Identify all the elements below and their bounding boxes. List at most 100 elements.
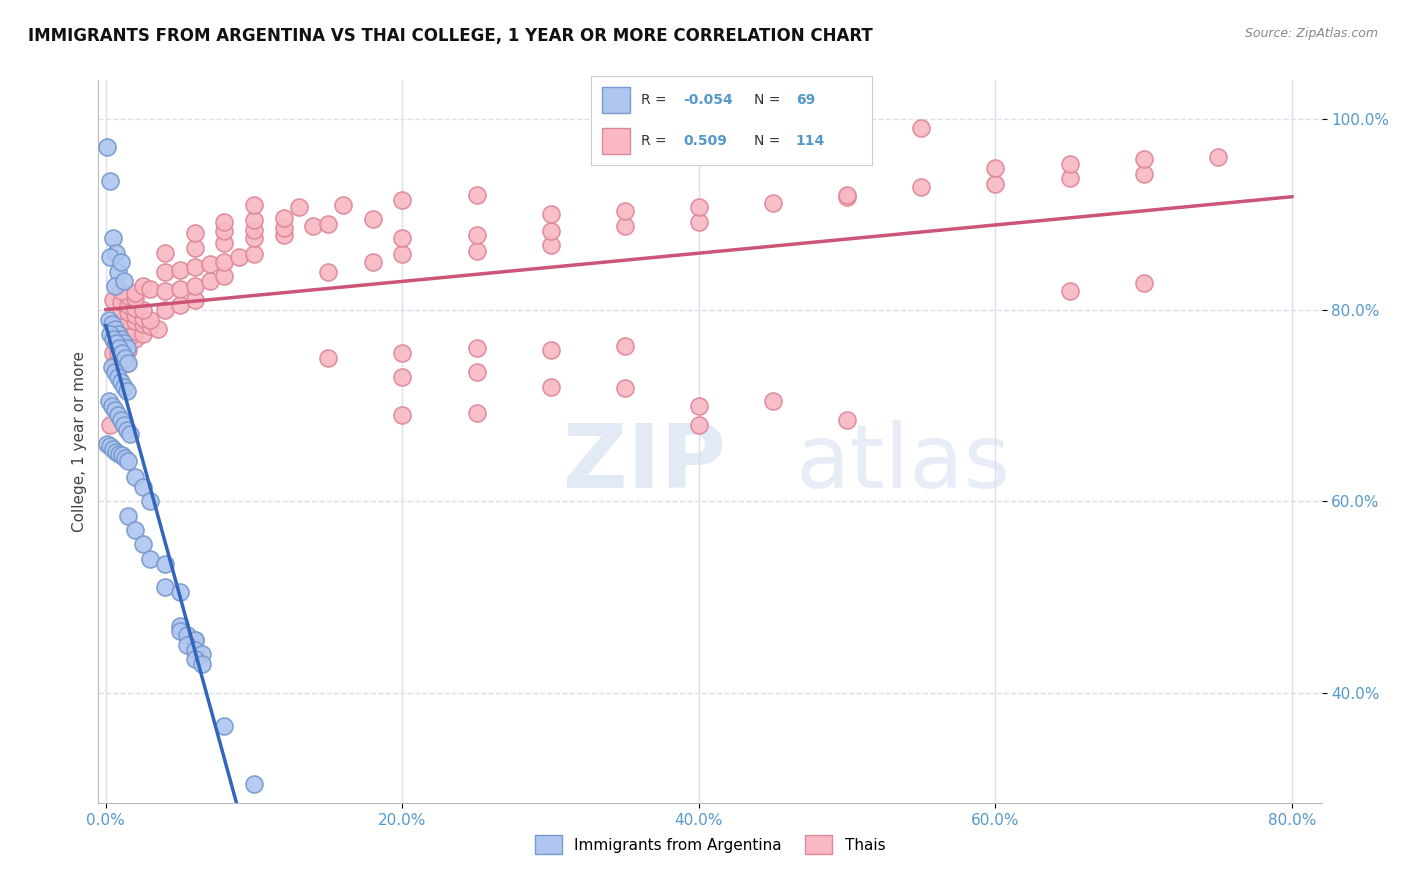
Point <box>688 417 710 432</box>
Point <box>117 305 139 319</box>
Point <box>103 293 125 308</box>
Point <box>243 197 266 211</box>
Point <box>688 399 710 413</box>
Point <box>108 360 131 375</box>
Point <box>1132 276 1154 290</box>
Point <box>124 292 146 306</box>
Point <box>153 302 176 317</box>
Point <box>103 332 125 346</box>
Legend: Immigrants from Argentina, Thais: Immigrants from Argentina, Thais <box>529 830 891 860</box>
Point <box>1059 284 1081 298</box>
Point <box>287 200 309 214</box>
Point <box>214 719 236 733</box>
Point <box>100 360 122 375</box>
Point <box>1059 157 1081 171</box>
Point <box>465 244 488 258</box>
Point <box>105 444 128 458</box>
Point <box>198 257 221 271</box>
Point <box>132 302 155 317</box>
Point <box>688 215 710 229</box>
Point <box>214 225 236 239</box>
Text: IMMIGRANTS FROM ARGENTINA VS THAI COLLEGE, 1 YEAR OR MORE CORRELATION CHART: IMMIGRANTS FROM ARGENTINA VS THAI COLLEG… <box>28 27 873 45</box>
Point <box>107 326 129 341</box>
Point <box>111 449 134 463</box>
Point <box>169 585 191 599</box>
Point <box>117 454 139 468</box>
Point <box>117 330 139 344</box>
Point <box>98 417 121 432</box>
Point <box>118 427 141 442</box>
Point <box>132 537 155 551</box>
Point <box>332 197 354 211</box>
Point <box>1132 152 1154 166</box>
Point <box>243 231 266 245</box>
Point <box>361 255 384 269</box>
Point <box>984 177 1007 191</box>
Point <box>910 121 932 136</box>
Point <box>103 231 125 245</box>
Point <box>110 326 132 341</box>
Point <box>124 523 146 537</box>
Point <box>107 265 129 279</box>
Bar <box>602 87 630 113</box>
Y-axis label: College, 1 year or more: College, 1 year or more <box>72 351 87 532</box>
Point <box>762 393 785 408</box>
Point <box>112 324 135 338</box>
Point <box>139 494 162 508</box>
Text: N =: N = <box>754 134 780 148</box>
Point <box>153 284 176 298</box>
Point <box>214 235 236 250</box>
Point <box>115 384 138 399</box>
Point <box>104 322 127 336</box>
Point <box>910 180 932 194</box>
Text: atlas: atlas <box>796 420 1011 507</box>
Point <box>105 336 128 351</box>
Point <box>540 238 562 252</box>
Point <box>110 302 132 317</box>
Point <box>117 508 139 523</box>
Point <box>273 228 295 243</box>
Point <box>124 308 146 322</box>
Point <box>184 260 207 274</box>
Point <box>540 343 562 358</box>
Bar <box>602 128 630 154</box>
Point <box>132 326 155 341</box>
Point <box>837 190 859 204</box>
Point <box>316 265 339 279</box>
Point <box>110 255 132 269</box>
Point <box>124 324 146 338</box>
Point <box>540 225 562 239</box>
Point <box>115 423 138 437</box>
Point <box>104 403 127 417</box>
Point <box>176 638 198 652</box>
Point <box>107 346 129 360</box>
Point <box>114 351 136 365</box>
Point <box>104 365 127 379</box>
Point <box>96 437 118 451</box>
Point <box>110 341 132 355</box>
Point <box>97 312 120 326</box>
Point <box>316 351 339 365</box>
Point <box>107 322 129 336</box>
Point <box>391 346 413 360</box>
Point <box>107 370 129 384</box>
Point <box>153 265 176 279</box>
Point <box>465 406 488 420</box>
Point <box>302 219 325 233</box>
Point <box>124 470 146 484</box>
Point <box>391 370 413 384</box>
Point <box>112 274 135 288</box>
Point <box>104 279 127 293</box>
Text: N =: N = <box>754 93 780 107</box>
Point <box>117 322 139 336</box>
Point <box>117 312 139 326</box>
Point <box>169 262 191 277</box>
Point <box>110 351 132 365</box>
Text: -0.054: -0.054 <box>683 93 733 107</box>
Point <box>465 228 488 243</box>
Point <box>98 326 121 341</box>
Point <box>169 298 191 312</box>
Point <box>169 619 191 633</box>
Point <box>184 293 207 308</box>
Point <box>117 298 139 312</box>
